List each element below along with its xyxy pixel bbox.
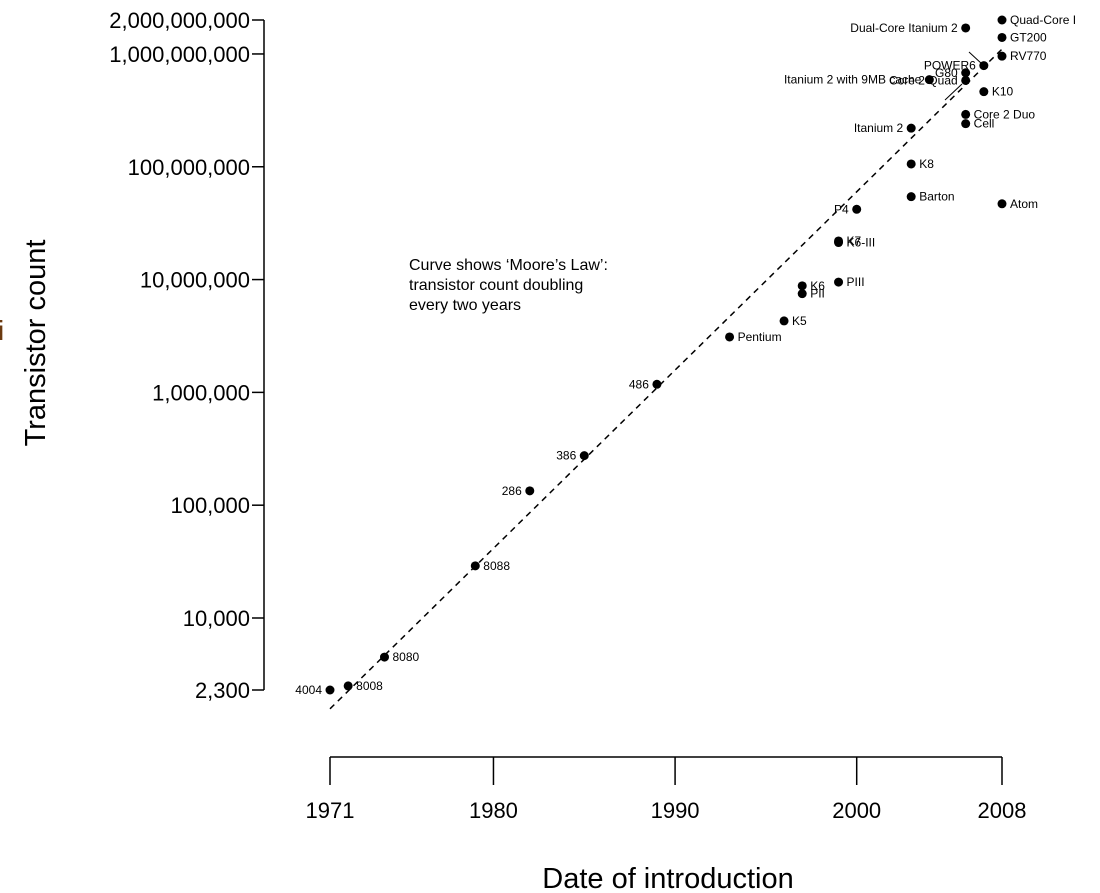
axes	[263, 20, 1002, 758]
point-label-itanium-2-with-9mb-cache: Itanium 2 with 9MB cache	[784, 73, 922, 87]
point-8008	[343, 681, 353, 691]
point-itanium-2	[906, 123, 916, 133]
point-barton	[906, 192, 916, 202]
point-dual-core-itanium-2	[961, 23, 971, 33]
point-label-k6-iii: K6-III	[847, 236, 876, 250]
stray-glyph: i	[0, 315, 4, 346]
point-label-8080: 8080	[392, 650, 419, 664]
point-label-286: 286	[502, 484, 522, 498]
point-label-k5: K5	[792, 314, 807, 328]
point-486	[652, 379, 662, 389]
point-label-k7: K7	[847, 234, 862, 248]
y-tick-label: 1,000,000,000	[109, 42, 250, 67]
x-tick-label: 1990	[651, 798, 700, 823]
point-label-p4: P4	[834, 202, 849, 216]
point-quad-core-i	[997, 15, 1007, 25]
moores-law-annotation: Curve shows ‘Moore’s Law’: transistor cou…	[409, 257, 608, 314]
point-label-core-2-duo: Core 2 Duo	[974, 107, 1036, 121]
y-tick-label: 2,300	[195, 678, 250, 703]
point-label-gt200: GT200	[1010, 30, 1047, 44]
point-label-486: 486	[629, 377, 649, 391]
leader-line-power6	[968, 51, 983, 65]
point-286	[525, 486, 535, 496]
annotation-line: every two years	[409, 297, 521, 314]
point-label-quad-core-i: Quad-Core I	[1010, 13, 1076, 27]
y-ticks: 2,300 10,000 100,000 1,000,000 10,000,000 100…	[109, 8, 264, 703]
point-label-rv770: RV770	[1010, 49, 1047, 63]
point-label-8008: 8008	[356, 679, 383, 693]
point-gt200	[997, 32, 1007, 42]
point-cell	[961, 119, 971, 129]
point-core-2-duo	[961, 109, 971, 119]
point-label-core-2-quad: Core 2 Quad	[889, 73, 958, 87]
point-label-k6: K6	[810, 279, 825, 293]
point-pii	[797, 289, 807, 299]
point-8088	[470, 561, 480, 571]
y-tick-label: 100,000,000	[128, 155, 250, 180]
y-tick-label: 10,000	[183, 606, 250, 631]
point-core-2-quad	[961, 75, 971, 85]
point-label-power6: POWER6	[924, 59, 976, 73]
point-pentium	[725, 332, 735, 342]
point-8080	[379, 652, 389, 662]
point-label-k10: K10	[992, 85, 1014, 99]
point-label-atom: Atom	[1010, 197, 1038, 211]
point-label-g80: G80	[935, 66, 958, 80]
trend-line	[329, 48, 1003, 710]
point-rv770	[997, 51, 1007, 61]
point-k5	[779, 316, 789, 326]
y-tick-label: 2,000,000,000	[109, 8, 250, 33]
point-386	[579, 451, 589, 461]
leader-lines	[944, 51, 983, 101]
point-label-itanium-2: Itanium 2	[854, 121, 904, 135]
y-tick-label: 100,000	[170, 493, 250, 518]
point-label-386: 386	[556, 449, 576, 463]
point-k7	[834, 236, 844, 246]
point-piii	[834, 277, 844, 287]
point-label-pii: PII	[810, 287, 825, 301]
x-tick-label: 2000	[832, 798, 881, 823]
leader-line-core2quad	[944, 83, 963, 101]
point-label-dual-core-itanium-2: Dual-Core Itanium 2	[850, 21, 958, 35]
point-atom	[997, 199, 1007, 209]
x-ticks: 1971 1980 1990 2000 2008	[306, 757, 1027, 823]
point-label-k8: K8	[919, 157, 934, 171]
point-k10	[979, 87, 989, 97]
y-axis-title: Transistor count	[20, 240, 52, 447]
x-tick-label: 1971	[306, 798, 355, 823]
point-4004	[325, 685, 335, 695]
point-g80	[961, 68, 971, 78]
point-itanium-2-with-9mb-cache	[924, 75, 934, 85]
x-tick-label: 2008	[978, 798, 1027, 823]
x-axis-title: Date of introduction	[542, 863, 793, 893]
point-k8	[906, 159, 916, 169]
x-tick-label: 1980	[469, 798, 518, 823]
point-label-barton: Barton	[919, 190, 954, 204]
point-label-4004: 4004	[295, 683, 322, 697]
point-label-pentium: Pentium	[738, 330, 782, 344]
y-tick-label: 1,000,000	[152, 380, 250, 405]
point-label-piii: PIII	[847, 275, 865, 289]
point-p4	[852, 204, 862, 214]
y-tick-label: 10,000,000	[140, 268, 250, 293]
annotation-line: transistor count doubling	[409, 277, 583, 294]
annotation-line: Curve shows ‘Moore’s Law’:	[409, 257, 608, 274]
point-k6	[797, 281, 807, 291]
point-label-cell: Cell	[974, 117, 995, 131]
point-label-8088: 8088	[483, 559, 510, 573]
